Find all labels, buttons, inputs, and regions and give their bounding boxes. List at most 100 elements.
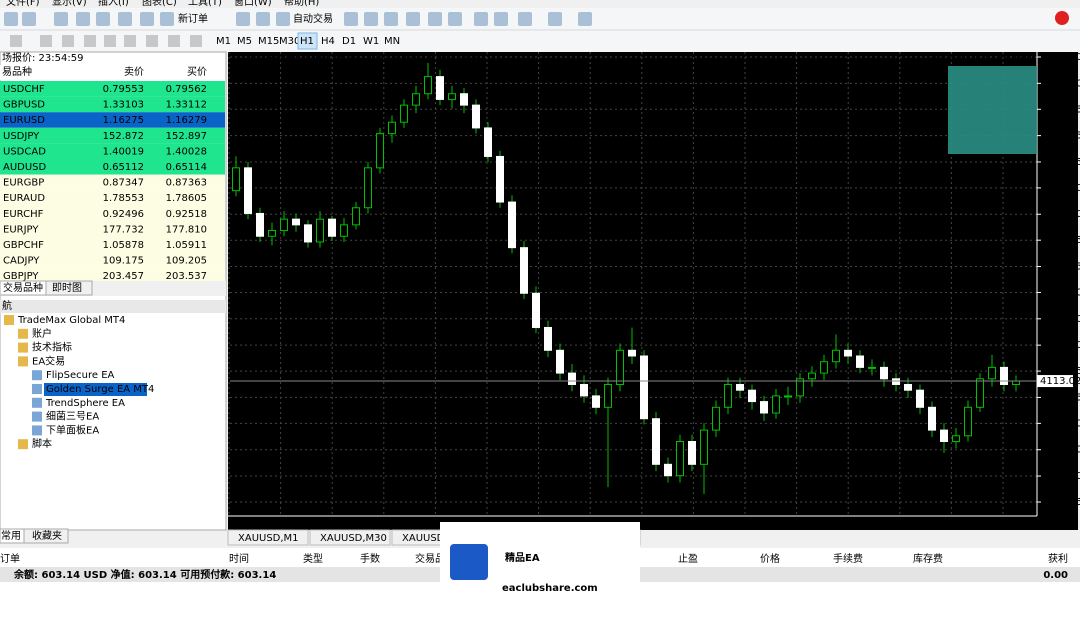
quote-row[interactable] <box>0 159 225 175</box>
quote-row[interactable] <box>0 96 225 113</box>
toolbar-icon[interactable] <box>40 35 52 47</box>
toolbar-icon[interactable] <box>344 12 358 26</box>
timeframe-button[interactable]: MN <box>384 36 400 47</box>
menu-item[interactable]: 文件(F) <box>6 0 40 8</box>
menu-item[interactable]: 插入(I) <box>98 0 129 8</box>
tree-item[interactable]: 技术指标 <box>32 341 72 354</box>
symbol: GBPCHF <box>3 240 44 251</box>
quote-row[interactable] <box>0 221 225 237</box>
chart-tab[interactable] <box>227 529 309 546</box>
toolbar-icon[interactable] <box>384 12 398 26</box>
bid-price: 1.16275 <box>103 115 144 126</box>
x-tick-label: 22 Oct 18:00 <box>693 517 758 528</box>
toolbar-icon[interactable] <box>190 35 202 47</box>
timeframe-button[interactable]: D1 <box>342 36 356 47</box>
column-header: 库存费 <box>913 552 943 565</box>
tab-label[interactable]: 即时图 <box>52 282 82 294</box>
tree-item[interactable]: EA交易 <box>32 354 65 367</box>
tab-label[interactable]: 常用 <box>1 529 21 542</box>
toolbar-button[interactable]: 自动交易 <box>293 12 333 25</box>
tree-item[interactable]: 脚本 <box>32 437 52 450</box>
menu-item[interactable]: 显示(V) <box>52 0 87 8</box>
column-header: 时间 <box>229 552 249 565</box>
toolbar-icon[interactable] <box>168 35 180 47</box>
candle-body <box>832 349 840 363</box>
toolbar-icon[interactable] <box>160 12 174 26</box>
timeframe-button[interactable]: M30 <box>279 36 300 47</box>
quote-row[interactable] <box>0 252 225 269</box>
quote-row[interactable] <box>0 127 225 144</box>
tree-item[interactable]: Golden Surge EA MT4 <box>46 384 154 395</box>
tab[interactable] <box>23 528 69 544</box>
menu-item[interactable]: 窗口(W) <box>234 0 272 8</box>
toolbar-icon[interactable] <box>140 12 154 26</box>
quote-row[interactable] <box>0 81 225 97</box>
column-header: 卖价 <box>124 66 144 78</box>
menu-item[interactable]: 工具(T) <box>188 0 222 8</box>
quote-row[interactable] <box>0 237 225 253</box>
timeframe-button[interactable]: M5 <box>237 36 252 47</box>
candle-body <box>508 201 516 249</box>
y-tick-label: 4328.25 <box>1041 131 1080 142</box>
tree-item[interactable]: FlipSecure EA <box>46 370 115 381</box>
toolbar-icon[interactable] <box>578 12 592 26</box>
column-header: 手数 <box>360 552 380 565</box>
toolbar-icon[interactable] <box>406 12 420 26</box>
toolbar-icon[interactable] <box>104 35 116 47</box>
chart-tab-label[interactable]: XAUUSD,M1 <box>238 533 299 544</box>
tree-item[interactable]: TrendSphere EA <box>45 398 125 409</box>
quote-row[interactable] <box>0 205 225 222</box>
timeframe-button[interactable]: M15 <box>258 36 279 47</box>
toolbar-icon[interactable] <box>62 35 74 47</box>
chart-tab-label[interactable]: XAUUSD,H1 <box>402 533 461 544</box>
toolbar-icon[interactable] <box>276 12 290 26</box>
toolbar-icon[interactable] <box>96 12 110 26</box>
timeframe-button[interactable]: M1 <box>216 36 231 47</box>
tree-item[interactable]: 账户 <box>32 327 52 340</box>
toolbar-icon[interactable] <box>494 12 508 26</box>
toolbar-icon[interactable] <box>118 12 132 26</box>
toolbar-icon[interactable] <box>146 35 158 47</box>
toolbar-icon[interactable] <box>364 12 378 26</box>
quote-row[interactable] <box>0 174 225 191</box>
quote-row[interactable] <box>0 112 225 128</box>
toolbar-icon[interactable] <box>22 12 36 26</box>
quote-row[interactable] <box>0 268 225 284</box>
toolbar-icon[interactable] <box>256 12 270 26</box>
tab[interactable] <box>45 280 93 296</box>
menu-item[interactable]: 帮助(H) <box>284 0 319 8</box>
toolbar-icon[interactable] <box>10 35 22 47</box>
toolbar-icon[interactable] <box>84 35 96 47</box>
toolbar-button[interactable]: 新订单 <box>178 12 208 25</box>
tree-item[interactable]: 细菌三号EA <box>46 410 99 423</box>
chart-tab[interactable] <box>309 529 391 546</box>
quote-row[interactable] <box>0 190 225 206</box>
timeframe-button[interactable]: H1 <box>300 36 314 47</box>
tab-label[interactable]: 收藏夹 <box>32 529 62 542</box>
toolbar-icon[interactable] <box>236 12 250 26</box>
timeframe-button[interactable]: H4 <box>321 36 335 47</box>
tab-label[interactable]: 交易品种 <box>3 281 43 294</box>
tree-item[interactable]: TradeMax Global MT4 <box>17 315 125 326</box>
toolbar-icon[interactable] <box>548 12 562 26</box>
quote-row[interactable] <box>0 143 225 159</box>
timeframe-button[interactable]: W1 <box>363 36 379 47</box>
x-tick-label: 24 Oct 12:00 <box>951 517 1016 528</box>
toolbar-icon[interactable] <box>76 12 90 26</box>
tree-icon <box>32 397 42 408</box>
y-tick-label: 4144.50 <box>1041 340 1080 351</box>
y-tick-label: 4351.35 <box>1041 104 1080 115</box>
toolbar-icon[interactable] <box>124 35 136 47</box>
toolbar-icon[interactable] <box>474 12 488 26</box>
watermark-site: eaclubshare.com <box>502 583 598 594</box>
toolbar-icon[interactable] <box>4 12 18 26</box>
toolbar-icon[interactable] <box>448 12 462 26</box>
tree-item[interactable]: 下单面板EA <box>46 423 99 436</box>
toolbar-icon[interactable] <box>54 12 68 26</box>
chart-tab-label[interactable]: XAUUSD,M30 <box>320 533 387 544</box>
candle-body <box>472 104 480 129</box>
menu-item[interactable]: 图表(C) <box>142 0 177 8</box>
column-header: 交易品 <box>415 552 445 565</box>
toolbar-icon[interactable] <box>428 12 442 26</box>
toolbar-icon[interactable] <box>518 12 532 26</box>
